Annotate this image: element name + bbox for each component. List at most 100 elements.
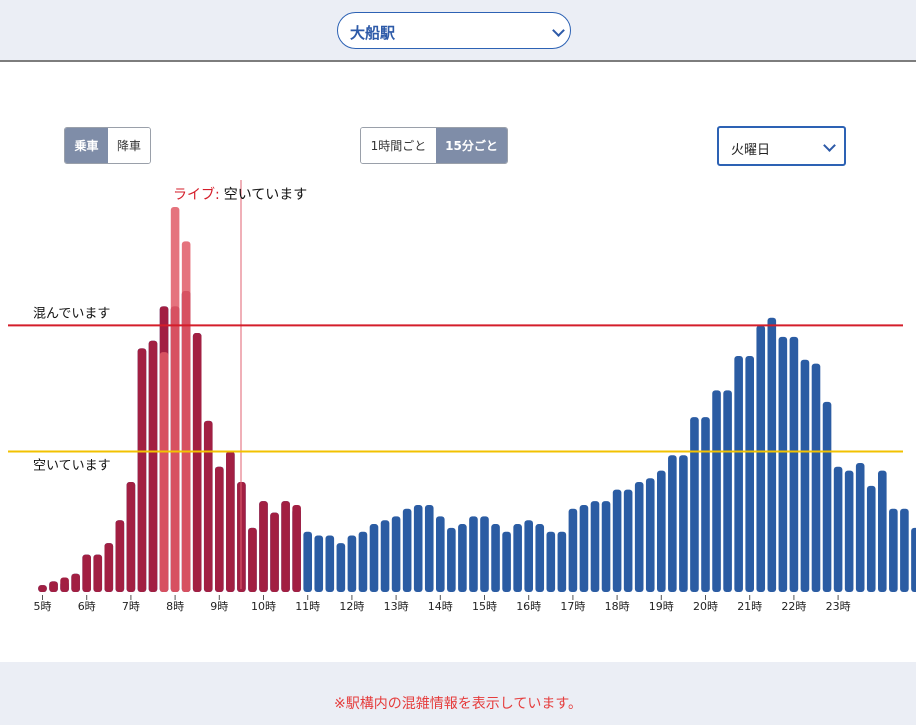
peak-bar bbox=[159, 352, 169, 592]
forecast-bar bbox=[645, 478, 655, 592]
forecast-bar bbox=[336, 543, 346, 592]
forecast-bar bbox=[723, 390, 732, 592]
past-bar bbox=[82, 554, 91, 592]
past-bar bbox=[192, 333, 202, 592]
footer-note: ※駅構内の混雑情報を表示しています。 bbox=[334, 696, 582, 712]
forecast-bar bbox=[590, 501, 600, 592]
forecast-bar bbox=[767, 317, 777, 592]
forecast-bar bbox=[358, 531, 368, 592]
forecast-bar bbox=[546, 531, 556, 592]
forecast-bar bbox=[447, 527, 456, 592]
x-tick-label: 13時 bbox=[384, 600, 409, 613]
past-bar bbox=[137, 348, 147, 592]
forecast-bar bbox=[701, 417, 710, 592]
x-tick-label: 23時 bbox=[826, 600, 851, 613]
forecast-bar bbox=[690, 417, 699, 592]
past-bar bbox=[270, 512, 279, 592]
past-bar bbox=[259, 501, 268, 592]
congestion-chart: ライブ: 空いています 混んでいます 空いています 5時 6時 7時 8時 9時 10時 11… bbox=[8, 180, 916, 613]
x-tick-label: 17時 bbox=[560, 600, 585, 613]
forecast-bar bbox=[889, 508, 898, 592]
forecast-bar bbox=[866, 485, 876, 592]
forecast-bar bbox=[369, 524, 379, 592]
station-select[interactable]: 大船駅 bbox=[337, 12, 571, 49]
forecast-bar bbox=[900, 508, 909, 592]
direction-toggle: 乗車 降車 bbox=[64, 127, 151, 164]
x-tick-label: 18時 bbox=[605, 600, 630, 613]
forecast-bar bbox=[502, 531, 511, 592]
forecast-bar bbox=[800, 359, 810, 592]
direction-alighting-button[interactable]: 降車 bbox=[108, 128, 150, 163]
past-bar bbox=[93, 554, 103, 592]
x-tick-label: 9時 bbox=[210, 600, 228, 613]
forecast-bar bbox=[557, 531, 567, 592]
x-tick-label: 16時 bbox=[516, 600, 541, 613]
x-tick-label: 5時 bbox=[34, 600, 52, 613]
peak-bar bbox=[181, 241, 191, 592]
forecast-bar bbox=[668, 455, 677, 592]
x-tick-label: 6時 bbox=[78, 600, 96, 613]
forecast-bar bbox=[601, 501, 611, 592]
live-status: 空いています bbox=[224, 187, 308, 203]
past-bar bbox=[38, 585, 47, 592]
past-bar bbox=[126, 482, 136, 592]
live-label: ライブ: 空いています bbox=[173, 186, 307, 203]
forecast-bar bbox=[469, 516, 478, 592]
forecast-bar bbox=[778, 336, 788, 592]
x-tick-label: 7時 bbox=[122, 600, 140, 613]
live-prefix: ライブ: bbox=[173, 186, 220, 203]
forecast-bar bbox=[380, 520, 390, 592]
forecast-bar bbox=[634, 482, 644, 592]
forecast-bar bbox=[391, 516, 401, 592]
empty-threshold-label: 空いています bbox=[33, 458, 111, 473]
forecast-bar bbox=[911, 527, 916, 592]
x-tick-label: 14時 bbox=[428, 600, 453, 613]
forecast-bar bbox=[458, 524, 467, 592]
day-select[interactable]: 火曜日 bbox=[717, 126, 846, 166]
forecast-bar bbox=[303, 531, 312, 592]
forecast-bar bbox=[844, 470, 854, 592]
x-tick-label: 8時 bbox=[166, 600, 184, 613]
forecast-bar bbox=[579, 504, 589, 592]
x-tick-label: 11時 bbox=[295, 600, 320, 613]
forecast-bar bbox=[436, 516, 445, 592]
forecast-bar bbox=[734, 355, 743, 592]
forecast-bar bbox=[491, 524, 500, 592]
forecast-bar bbox=[513, 524, 522, 592]
x-axis: 5時 6時 7時 8時 9時 10時 11時 12時 13時 14時 15時 16時 17時 18時 19時… bbox=[34, 595, 851, 613]
forecast-bar bbox=[756, 325, 766, 592]
busy-threshold-label: 混んでいます bbox=[33, 306, 110, 321]
forecast-bar bbox=[314, 535, 324, 592]
forecast-bar bbox=[524, 520, 533, 592]
peak-bars bbox=[159, 207, 191, 592]
forecast-bar bbox=[712, 390, 721, 592]
past-bar bbox=[248, 527, 257, 592]
interval-15min-button[interactable]: 15分ごと bbox=[436, 128, 507, 163]
forecast-bar bbox=[623, 489, 633, 592]
interval-hourly-button[interactable]: 1時間ごと bbox=[361, 128, 436, 163]
past-bar bbox=[71, 573, 80, 592]
forecast-bar bbox=[568, 508, 578, 592]
forecast-bar bbox=[424, 504, 434, 592]
past-bar bbox=[104, 543, 114, 592]
past-bar bbox=[49, 581, 58, 592]
direction-boarding-button[interactable]: 乗車 bbox=[65, 128, 108, 163]
station-select-value: 大船駅 bbox=[350, 24, 396, 42]
chevron-down-icon bbox=[552, 24, 565, 37]
forecast-bar bbox=[745, 355, 754, 592]
past-bars bbox=[38, 291, 301, 592]
past-bar bbox=[203, 420, 213, 592]
chevron-down-icon bbox=[823, 139, 836, 152]
forecast-bar bbox=[413, 504, 423, 592]
footer: ※駅構内の混雑情報を表示しています。 bbox=[0, 662, 916, 725]
x-tick-label: 10時 bbox=[251, 600, 276, 613]
forecast-bar bbox=[347, 535, 357, 592]
day-select-value: 火曜日 bbox=[731, 143, 771, 158]
past-bar bbox=[292, 504, 301, 592]
past-bar bbox=[60, 577, 69, 592]
past-bar bbox=[215, 466, 224, 592]
past-bar bbox=[281, 501, 290, 592]
past-bar bbox=[115, 520, 125, 592]
forecast-bar bbox=[789, 336, 799, 592]
x-tick-label: 20時 bbox=[693, 600, 718, 613]
